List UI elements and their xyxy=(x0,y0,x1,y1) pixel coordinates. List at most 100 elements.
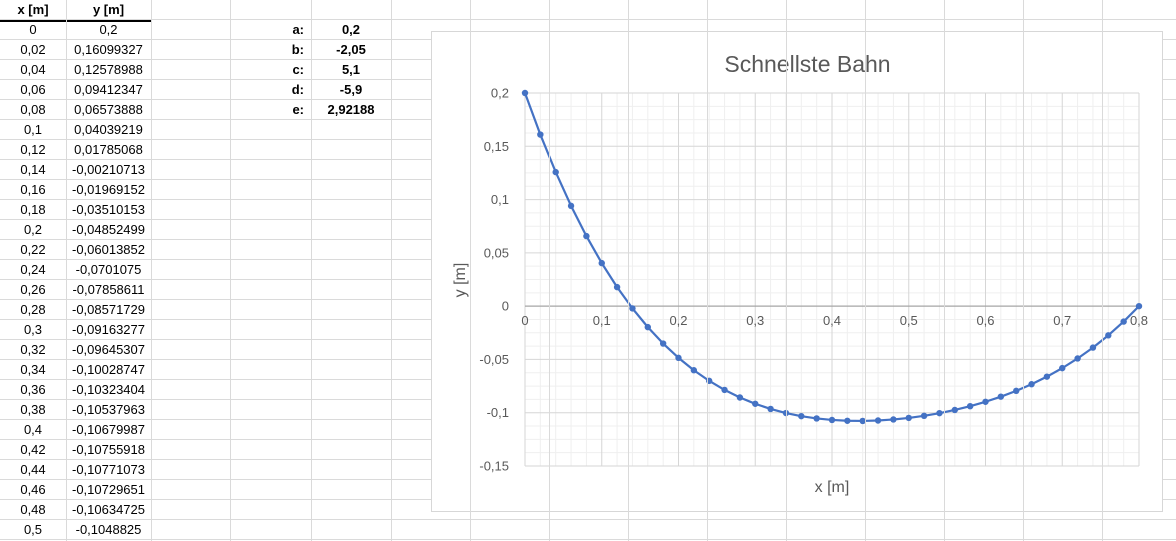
cell-y[interactable]: -0,09645307 xyxy=(71,342,145,357)
y-tick-label: 0 xyxy=(502,299,509,314)
data-point-marker xyxy=(567,202,575,210)
data-point-marker xyxy=(782,409,790,417)
cell-y[interactable]: -0,08571729 xyxy=(71,302,145,317)
cell-x[interactable]: 0,46 xyxy=(20,482,46,497)
parameter-label[interactable]: d: xyxy=(291,82,304,97)
data-point-marker xyxy=(613,283,621,291)
data-point-marker xyxy=(1013,387,1020,395)
y-tick-label: 0,15 xyxy=(484,139,509,154)
x-axis-title: x [m] xyxy=(814,479,850,496)
cell-x[interactable]: 0,04 xyxy=(20,62,46,77)
cell-x[interactable]: 0,3 xyxy=(23,322,43,337)
cell-y[interactable]: -0,01969152 xyxy=(71,182,145,197)
data-point-marker xyxy=(521,89,529,97)
parameter-label[interactable]: b: xyxy=(291,42,304,57)
cell-x[interactable]: 0,38 xyxy=(20,402,46,417)
cell-x[interactable]: 0,16 xyxy=(20,182,46,197)
cell-x[interactable]: 0,02 xyxy=(20,42,46,57)
cell-x[interactable]: 0 xyxy=(29,22,37,37)
parameter-label[interactable]: c: xyxy=(292,62,304,77)
cell-x[interactable]: 0,06 xyxy=(20,82,46,97)
parameter-value[interactable]: -5,9 xyxy=(339,82,363,97)
cell-y[interactable]: 0,12578988 xyxy=(74,62,143,77)
table-header-y[interactable]: y [m] xyxy=(92,2,125,17)
cell-y[interactable]: 0,06573888 xyxy=(74,102,143,117)
parameter-label[interactable]: e: xyxy=(292,102,304,117)
cell-x[interactable]: 0,28 xyxy=(20,302,46,317)
data-point-marker xyxy=(966,402,974,410)
cell-y[interactable]: -0,07858611 xyxy=(72,282,145,297)
cell-y[interactable]: -0,04852499 xyxy=(71,222,145,237)
cell-y[interactable]: 0,2 xyxy=(99,22,118,37)
parameter-value[interactable]: 5,1 xyxy=(341,62,361,77)
cell-x[interactable]: 0,26 xyxy=(20,282,46,297)
cell-y[interactable]: -0,10771073 xyxy=(71,462,145,477)
cell-y[interactable]: -0,06013852 xyxy=(71,242,145,257)
cell-y[interactable]: 0,04039219 xyxy=(74,122,143,137)
sheet-gridline xyxy=(66,0,67,541)
cell-x[interactable]: 0,42 xyxy=(20,442,46,457)
cell-x[interactable]: 0,12 xyxy=(20,142,46,157)
cell-y[interactable]: -0,09163277 xyxy=(71,322,145,337)
x-tick-label: 0,5 xyxy=(900,313,918,328)
cell-y[interactable]: -0,1048825 xyxy=(75,522,142,537)
data-point-marker xyxy=(767,405,774,413)
cell-x[interactable]: 0,34 xyxy=(20,362,46,377)
x-tick-label: 0,6 xyxy=(976,313,994,328)
cell-y[interactable]: -0,0701075 xyxy=(75,262,142,277)
data-point-marker xyxy=(844,417,851,424)
cell-x[interactable]: 0,4 xyxy=(23,422,43,437)
data-point-marker xyxy=(1105,332,1112,339)
cell-x[interactable]: 0,14 xyxy=(20,162,46,177)
cell-y[interactable]: -0,10755918 xyxy=(71,442,145,457)
cell-y[interactable]: 0,09412347 xyxy=(74,82,143,97)
cell-x[interactable]: 0,08 xyxy=(20,102,46,117)
parameter-value[interactable]: 0,2 xyxy=(341,22,361,37)
data-point-marker xyxy=(951,406,958,414)
cell-x[interactable]: 0,44 xyxy=(20,462,46,477)
data-point-marker xyxy=(1059,364,1066,372)
cell-x[interactable]: 0,36 xyxy=(20,382,46,397)
data-point-marker xyxy=(690,367,698,374)
cell-y[interactable]: -0,03510153 xyxy=(71,202,145,217)
table-header-x[interactable]: x [m] xyxy=(17,2,49,17)
sheet-gridline xyxy=(865,0,866,541)
data-point-marker xyxy=(675,354,682,362)
cell-x[interactable]: 0,2 xyxy=(23,222,43,237)
parameter-value[interactable]: 2,92188 xyxy=(327,102,375,117)
parameter-label[interactable]: a: xyxy=(292,22,304,37)
sheet-gridline xyxy=(151,0,152,541)
cell-y[interactable]: -0,10323404 xyxy=(71,382,145,397)
chart[interactable]: Schnellste Bahn x [m] y [m] 0 0,1 0,2 0,3 0,… xyxy=(431,31,1163,512)
cell-x[interactable]: 0,24 xyxy=(20,262,46,277)
cell-y[interactable]: -0,10028747 xyxy=(71,362,145,377)
cell-y[interactable]: -0,10634725 xyxy=(71,502,145,517)
data-point-marker xyxy=(890,416,897,423)
cell-x[interactable]: 0,32 xyxy=(20,342,46,357)
cell-y[interactable]: -0,10729651 xyxy=(71,482,145,497)
parameter-value[interactable]: -2,05 xyxy=(336,42,366,57)
cell-y[interactable]: 0,01785068 xyxy=(74,142,143,157)
cell-y[interactable]: 0,16099327 xyxy=(74,42,143,57)
sheet-gridline xyxy=(311,0,312,541)
sheet-gridline xyxy=(1023,0,1024,541)
cell-x[interactable]: 0,5 xyxy=(23,522,43,537)
cell-x[interactable]: 0,1 xyxy=(23,122,43,137)
cell-x[interactable]: 0,18 xyxy=(20,202,46,217)
cell-y[interactable]: -0,10537963 xyxy=(71,402,145,417)
y-tick-label: 0,05 xyxy=(484,245,509,260)
cell-x[interactable]: 0,22 xyxy=(20,242,46,257)
sheet-gridline xyxy=(549,0,550,541)
cell-y[interactable]: -0,00210713 xyxy=(71,162,145,177)
data-point-marker xyxy=(828,416,836,424)
data-point-marker xyxy=(752,400,759,407)
y-tick-label: -0,1 xyxy=(487,405,509,420)
data-point-marker xyxy=(936,409,943,417)
cell-x[interactable]: 0,48 xyxy=(20,502,46,517)
sheet-gridline xyxy=(944,0,945,541)
x-tick-label: 0,3 xyxy=(746,313,764,328)
x-tick-label: 0,4 xyxy=(823,313,841,328)
x-tick-label: 0,2 xyxy=(669,313,687,328)
cell-y[interactable]: -0,10679987 xyxy=(71,422,145,437)
